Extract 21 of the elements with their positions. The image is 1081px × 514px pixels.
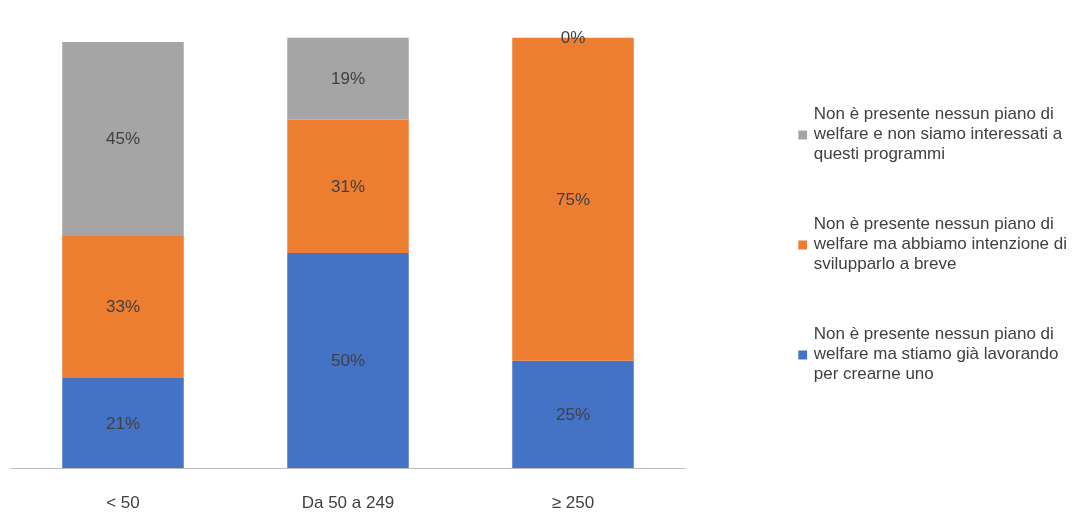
- legend-label: Non è presente nessun piano di welfare e non siamo interessati a questi programmi: [813, 104, 1063, 164]
- bar: [62, 235, 184, 379]
- data-label: 31%: [330, 176, 366, 196]
- bar: [287, 119, 409, 254]
- legend-label: Non è presente nessun piano di welfare ma abbiamo intenzione di svilupparlo a breve: [813, 214, 1067, 274]
- data-label: 21%: [105, 413, 141, 433]
- bar: [287, 253, 409, 469]
- x-tick-label: ≥ 250: [551, 492, 595, 512]
- x-tick-label: Da 50 a 249: [301, 492, 395, 512]
- bar: [287, 37, 409, 120]
- data-label: 19%: [330, 69, 366, 89]
- bar: [512, 360, 634, 469]
- x-tick-label: < 50: [106, 492, 140, 512]
- legend-label: Non è presente nessun piano di welfare ma stiamo già lavorando per crearne uno: [813, 324, 1059, 384]
- bar: [62, 42, 184, 236]
- data-label: 25%: [555, 405, 591, 425]
- data-label: 33%: [105, 297, 141, 317]
- bar: [62, 378, 184, 469]
- data-label: 50%: [330, 351, 366, 371]
- data-label: 45%: [105, 129, 141, 149]
- data-label: 75%: [555, 189, 591, 209]
